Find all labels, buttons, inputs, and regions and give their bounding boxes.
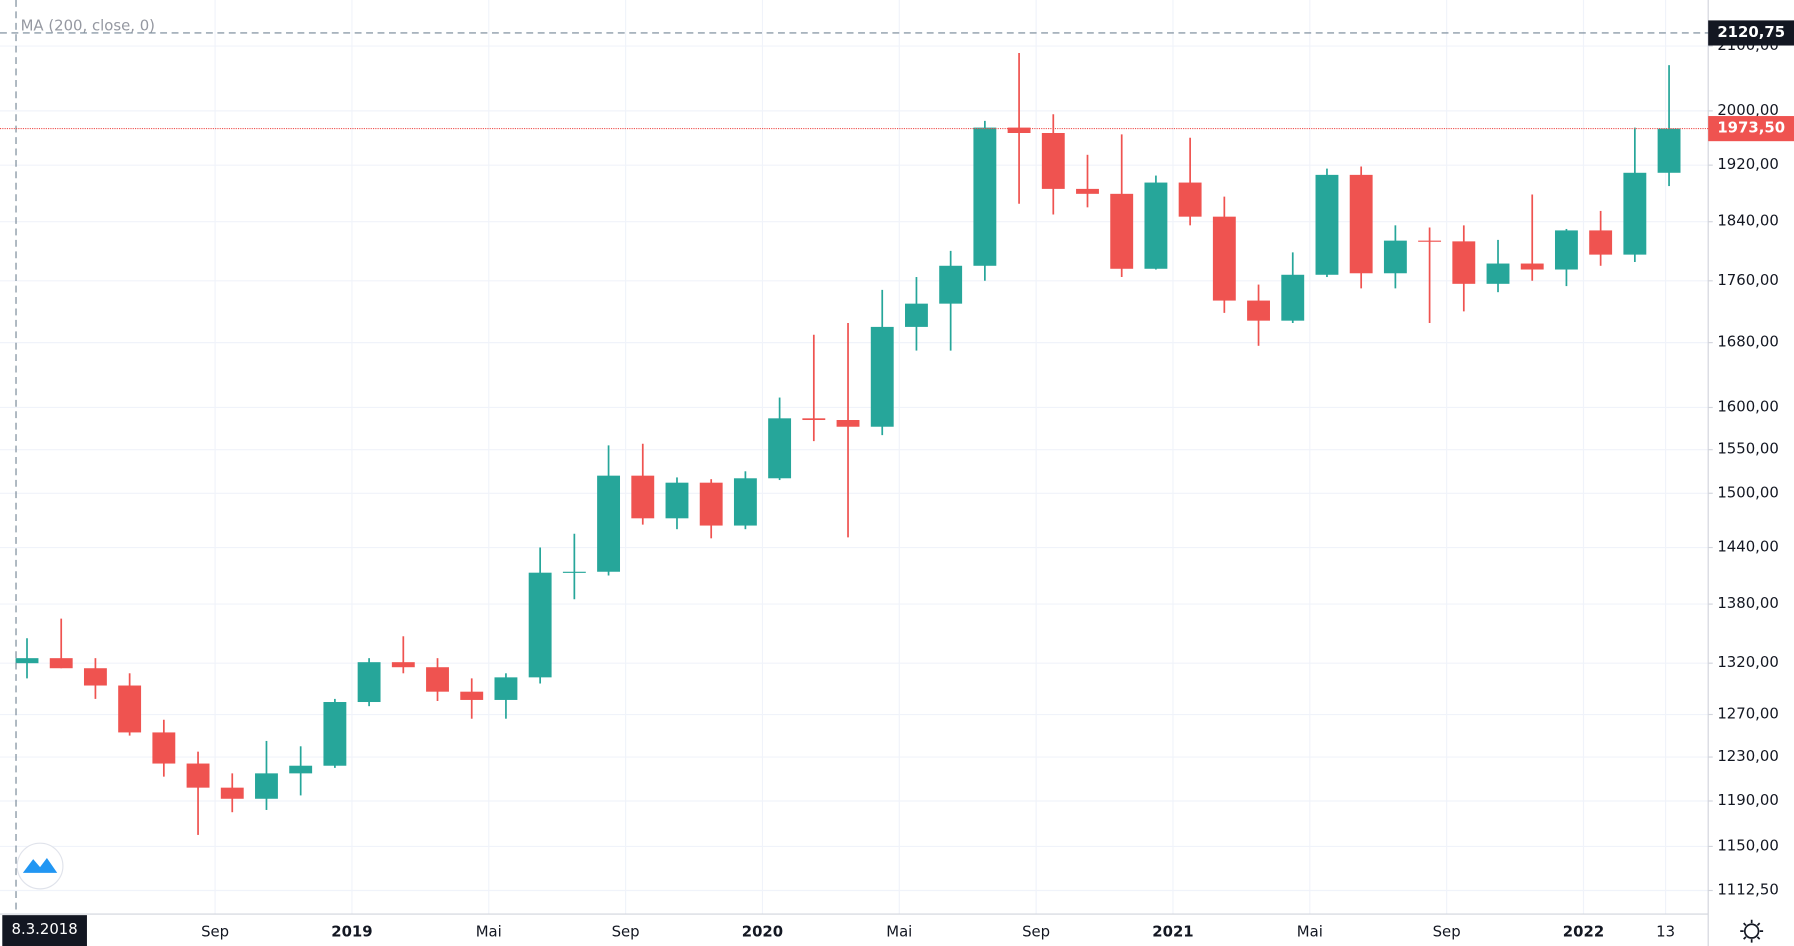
candle-body: [733, 478, 757, 526]
crosshair-price-label: 2120,75: [1717, 23, 1785, 41]
candle-body: [631, 475, 655, 519]
candle-body: [1657, 128, 1681, 173]
candle-body: [460, 691, 484, 700]
x-tick-label: 2020: [742, 922, 783, 940]
y-tick-label: 1380,00: [1717, 594, 1778, 612]
logo[interactable]: [16, 842, 64, 890]
candle-body: [391, 662, 415, 668]
candle-body: [186, 763, 210, 788]
candle-body: [1349, 174, 1373, 274]
candle-body: [1110, 193, 1134, 269]
candle-body: [1212, 216, 1236, 301]
y-tick-label: 1760,00: [1717, 271, 1778, 289]
x-tick-label: Sep: [1433, 922, 1461, 940]
candle-body: [1315, 174, 1339, 275]
logo-circle[interactable]: [16, 842, 64, 890]
candle-body: [768, 418, 792, 479]
x-tick-label: 2022: [1563, 922, 1604, 940]
y-tick-label: 1550,00: [1717, 440, 1778, 458]
candle-body: [255, 773, 278, 799]
candle-body: [1520, 263, 1544, 270]
indicator-label: MA (200, close, 0): [21, 16, 155, 34]
settings-gear[interactable]: [1743, 923, 1760, 939]
y-tick-label: 2000,00: [1717, 101, 1778, 119]
y-tick-label: 1600,00: [1717, 397, 1778, 415]
y-tick-label: 1440,00: [1717, 538, 1778, 556]
logo-icon[interactable]: [22, 858, 58, 873]
candle-body: [836, 420, 860, 427]
settings-spokes[interactable]: [1740, 919, 1764, 943]
grid: [0, 0, 1709, 915]
candle-body: [83, 668, 107, 686]
settings-icon[interactable]: [1740, 919, 1764, 943]
crosshair-date-label: 8.3.2018: [12, 920, 78, 938]
candle-body: [1007, 127, 1031, 133]
candle-body: [699, 482, 723, 526]
x-tick-label: 2021: [1152, 922, 1193, 940]
y-tick-label: 1150,00: [1717, 836, 1778, 854]
y-tick-label: 1190,00: [1717, 791, 1778, 809]
candle-body: [1178, 182, 1202, 217]
x-tick-label: Sep: [1022, 922, 1050, 940]
y-tick-label: 1112,50: [1717, 881, 1778, 899]
y-tick-label: 1920,00: [1717, 155, 1778, 173]
candle-body: [494, 677, 518, 700]
candle-body: [220, 787, 244, 799]
candle-body: [1486, 263, 1510, 284]
candle-body: [870, 326, 894, 427]
candle-body: [802, 418, 826, 421]
crosshair-price-box: [1708, 20, 1794, 46]
x-tick-label: Sep: [612, 922, 640, 940]
x-tick-label: 2019: [331, 922, 372, 940]
candle-body: [1383, 240, 1407, 274]
candle-body: [665, 482, 689, 519]
crosshair-date-box: [2, 915, 87, 946]
candle-body: [528, 572, 552, 678]
candle-body: [1623, 172, 1647, 255]
candle-body: [289, 765, 313, 774]
candle-body: [905, 303, 928, 327]
candle-body: [1452, 241, 1476, 284]
candles: [15, 53, 1681, 835]
candle-body: [939, 265, 963, 304]
candle-body: [1554, 230, 1578, 270]
candle-body: [1041, 132, 1065, 189]
x-tick-label: Mai: [476, 922, 502, 940]
candle-body: [426, 667, 449, 692]
y-tick-label: 1270,00: [1717, 705, 1778, 723]
candle-body: [49, 658, 73, 669]
last-price-label: 1973,50: [1717, 119, 1785, 137]
x-tick-label: 13: [1656, 922, 1675, 940]
candle-body: [1281, 274, 1305, 321]
y-tick-label: 1500,00: [1717, 483, 1778, 501]
candle-body: [357, 662, 381, 703]
candle-body: [118, 685, 142, 733]
y-tick-label: 1840,00: [1717, 212, 1778, 230]
candle-body: [1076, 188, 1099, 194]
candle-body: [1144, 182, 1168, 269]
candle-body: [15, 658, 39, 664]
x-tick-label: Mai: [1297, 922, 1323, 940]
candle-body: [973, 127, 997, 266]
candle-body: [1247, 300, 1270, 321]
candle-body: [152, 732, 176, 764]
candle-body: [323, 702, 347, 766]
x-tick-label: Sep: [201, 922, 229, 940]
y-tick-label: 1230,00: [1717, 747, 1778, 765]
last-price-box: [1708, 116, 1794, 142]
candle-body: [1418, 240, 1442, 242]
y-tick-label: 1320,00: [1717, 653, 1778, 671]
candle-body: [562, 571, 586, 573]
y-tick-label: 1680,00: [1717, 333, 1778, 351]
candle-body: [597, 475, 621, 572]
candle-body: [1589, 230, 1613, 255]
x-tick-label: Mai: [886, 922, 912, 940]
